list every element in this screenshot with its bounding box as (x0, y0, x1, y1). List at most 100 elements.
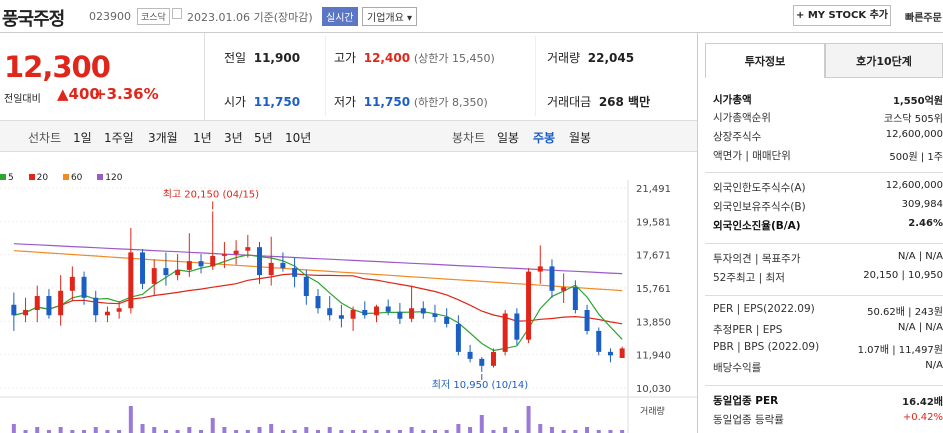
legend-ma60: 60 (62, 173, 88, 183)
info-label: PBR | BPS (2022.09) (713, 341, 820, 353)
info-value: 309,984 (901, 199, 943, 210)
volume-bar (105, 430, 110, 433)
candle-body (432, 313, 438, 317)
candle-weekly[interactable]: 주봉 (533, 131, 556, 145)
volume-bar (514, 430, 519, 433)
section-divider (705, 385, 943, 386)
info-label: 시가총액 (713, 94, 752, 106)
volume-bar (351, 430, 356, 433)
volume-bar (93, 427, 98, 433)
stock-code: 023900 (89, 10, 131, 23)
volume-bar (456, 424, 461, 433)
change-label: 전일대비 (4, 94, 41, 105)
volume-bar (327, 427, 332, 433)
candle-body (81, 276, 87, 298)
period-1y[interactable]: 1년 (193, 131, 212, 145)
volume-bar (46, 430, 51, 433)
candle-body (584, 309, 590, 331)
volume-bar (23, 430, 28, 433)
volume-bar (58, 427, 63, 433)
volume-bar (479, 415, 484, 433)
investment-info-panel: 투자정보 호가10단계 시가총액 1,550억원 시가총액순위 코스닥 505위 상장주… (705, 43, 943, 433)
candle-body (280, 262, 286, 269)
realtime-badge[interactable]: 실시간 (322, 7, 358, 26)
info-row: 추정PER | EPS N/A | N/A (713, 322, 943, 337)
y-tick-label: 11,940 (636, 351, 671, 362)
info-label: 외국인한도주식수(A) (713, 182, 806, 194)
high-price: 고가 12,400 (상한가 15,450) (334, 51, 495, 65)
volume-bar (620, 430, 625, 433)
ma5-line (13, 254, 623, 352)
max-price-label: 최고 20,150 (04/15) (163, 188, 259, 200)
info-value: 1,550억원 (892, 96, 943, 107)
volume-bar (11, 424, 16, 433)
info-row: 배당수익률 N/A (713, 360, 943, 375)
quick-order-link[interactable]: 빠른주문 (905, 13, 942, 24)
candle-body (257, 247, 263, 276)
info-value: 50.62배 | 243원 (867, 307, 943, 318)
trade-amount: 거래대금 268 백만 (547, 95, 651, 109)
info-label: 동일업종 PER (713, 395, 779, 407)
period-3y[interactable]: 3년 (224, 131, 243, 145)
volume-bar (222, 427, 227, 433)
volume-bar (163, 430, 168, 433)
y-tick-label: 17,671 (636, 251, 671, 262)
candle-body (467, 351, 473, 359)
open-price: 시가 11,750 (224, 95, 301, 109)
company-overview-dropdown[interactable]: 기업개요 ▾ (362, 7, 418, 26)
candle-body (409, 308, 415, 319)
candle-body (69, 276, 75, 291)
candle-body (385, 306, 391, 312)
volume-bar (526, 406, 531, 433)
candle-chart-label: 봉차트 (452, 131, 486, 145)
info-row: 시가총액순위 코스닥 505위 (713, 110, 943, 125)
tab-investment-info[interactable]: 투자정보 (705, 43, 825, 78)
volume-bar (421, 430, 426, 433)
quote-date: 2023.01.06 기준(장마감) (187, 11, 313, 24)
volume-bar (152, 427, 157, 433)
candle-body (128, 252, 134, 309)
period-5y[interactable]: 5년 (254, 131, 273, 145)
candle-body (479, 358, 485, 366)
info-row: 액면가 | 매매단위 500원 | 1주 (713, 148, 943, 163)
line-chart-label: 선차트 (28, 131, 62, 145)
volume-bar (538, 424, 543, 433)
candle-body (315, 296, 321, 309)
period-3m[interactable]: 3개월 (148, 131, 178, 145)
volume-bar (292, 430, 297, 433)
period-1w[interactable]: 1주일 (104, 131, 134, 145)
info-label: 배당수익률 (713, 362, 762, 374)
volume-bar (304, 427, 309, 433)
low-price: 저가 11,750 (하한가 8,350) (334, 95, 488, 109)
period-10y[interactable]: 10년 (285, 131, 312, 145)
info-label: 액면가 | 매매단위 (713, 150, 791, 162)
candle-monthly[interactable]: 월봉 (569, 131, 592, 145)
candle-body (11, 304, 17, 316)
candle-body (58, 290, 64, 316)
add-mystock-button[interactable]: + MY STOCK 추가 (793, 5, 891, 26)
volume-bar (269, 424, 274, 433)
volume-bar (187, 427, 192, 433)
candle-body (210, 255, 216, 267)
info-value: +0.42% (902, 412, 943, 423)
period-1d[interactable]: 1일 (73, 131, 92, 145)
volume-bar (210, 418, 215, 433)
candle-body (327, 308, 333, 316)
tab-orderbook[interactable]: 호가10단계 (825, 43, 943, 78)
candle-body (221, 254, 227, 256)
volume-bar (573, 430, 578, 433)
candle-body (526, 271, 532, 340)
volume-bar (199, 430, 204, 433)
volume-bar (175, 430, 180, 433)
candle-daily[interactable]: 일봉 (497, 131, 520, 145)
info-value: 2.46% (908, 218, 943, 229)
volume-bar (128, 406, 133, 433)
current-price: 12,300 (4, 50, 111, 84)
candlestick-chart[interactable]: 21,491 19,581 17,671 15,761 13,850 11,940 10,0… (0, 180, 697, 433)
volume-bar (374, 430, 379, 433)
volume-bar (362, 430, 367, 433)
candle-body (303, 276, 309, 297)
candle-body (104, 311, 110, 316)
min-price-label: 최저 10,950 (10/14) (432, 379, 528, 391)
candle-body (338, 315, 344, 319)
